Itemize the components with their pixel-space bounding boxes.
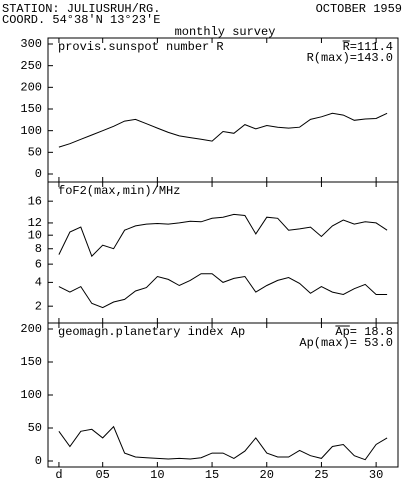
y-tick-label: 2 [35,299,42,313]
y-tick-label: 150 [20,355,42,369]
y-tick-label: 6 [35,257,42,271]
y-tick-label: 100 [20,388,42,402]
y-tick-label: 50 [28,421,42,435]
y-tick-label: 300 [20,37,42,51]
date: OCTOBER 1959 [316,2,402,16]
line-series [58,425,388,461]
station: STATION: JULIUSRUH/RG. [2,2,160,16]
annotation: R=111.4 [343,40,393,54]
y-tick-label: 250 [20,59,42,73]
y-tick-label: 8 [35,242,42,256]
y-tick-label: 0 [35,167,42,181]
x-tick-label: 10 [150,468,164,480]
coord: COORD. 54°38'N 13°23'E [2,13,160,27]
line-series [58,213,388,258]
panel-title: foF2(max,min)/MHz [58,184,180,198]
y-tick-label: 16 [28,194,42,208]
y-tick-label: 4 [35,276,42,290]
x-tick-label: 05 [95,468,109,480]
y-tick-label: 150 [20,102,42,116]
x-tick-label: 25 [314,468,328,480]
x-tick-label: 15 [205,468,219,480]
x-tick-label: d [55,468,62,480]
annotation: Ap(max)= 53.0 [299,336,393,350]
subtitle: monthly survey [175,25,276,39]
y-tick-label: 12 [28,216,42,230]
line-series [58,112,388,148]
panel-frame [47,181,399,324]
x-tick-label: 20 [260,468,274,480]
y-tick-label: 0 [35,454,42,468]
y-tick-label: 100 [20,124,42,138]
y-tick-label: 50 [28,146,42,160]
annotation: Ap= 18.8 [335,325,393,339]
y-tick-label: 200 [20,322,42,336]
y-tick-label: 200 [20,81,42,95]
x-tick-label: 30 [369,468,383,480]
annotation: R(max)=143.0 [307,51,393,65]
panel-title: provis.sunspot number R [58,40,224,54]
y-tick-label: 10 [28,228,42,242]
panel-title: geomagn.planetary index Ap [58,325,245,339]
line-series [58,273,388,309]
